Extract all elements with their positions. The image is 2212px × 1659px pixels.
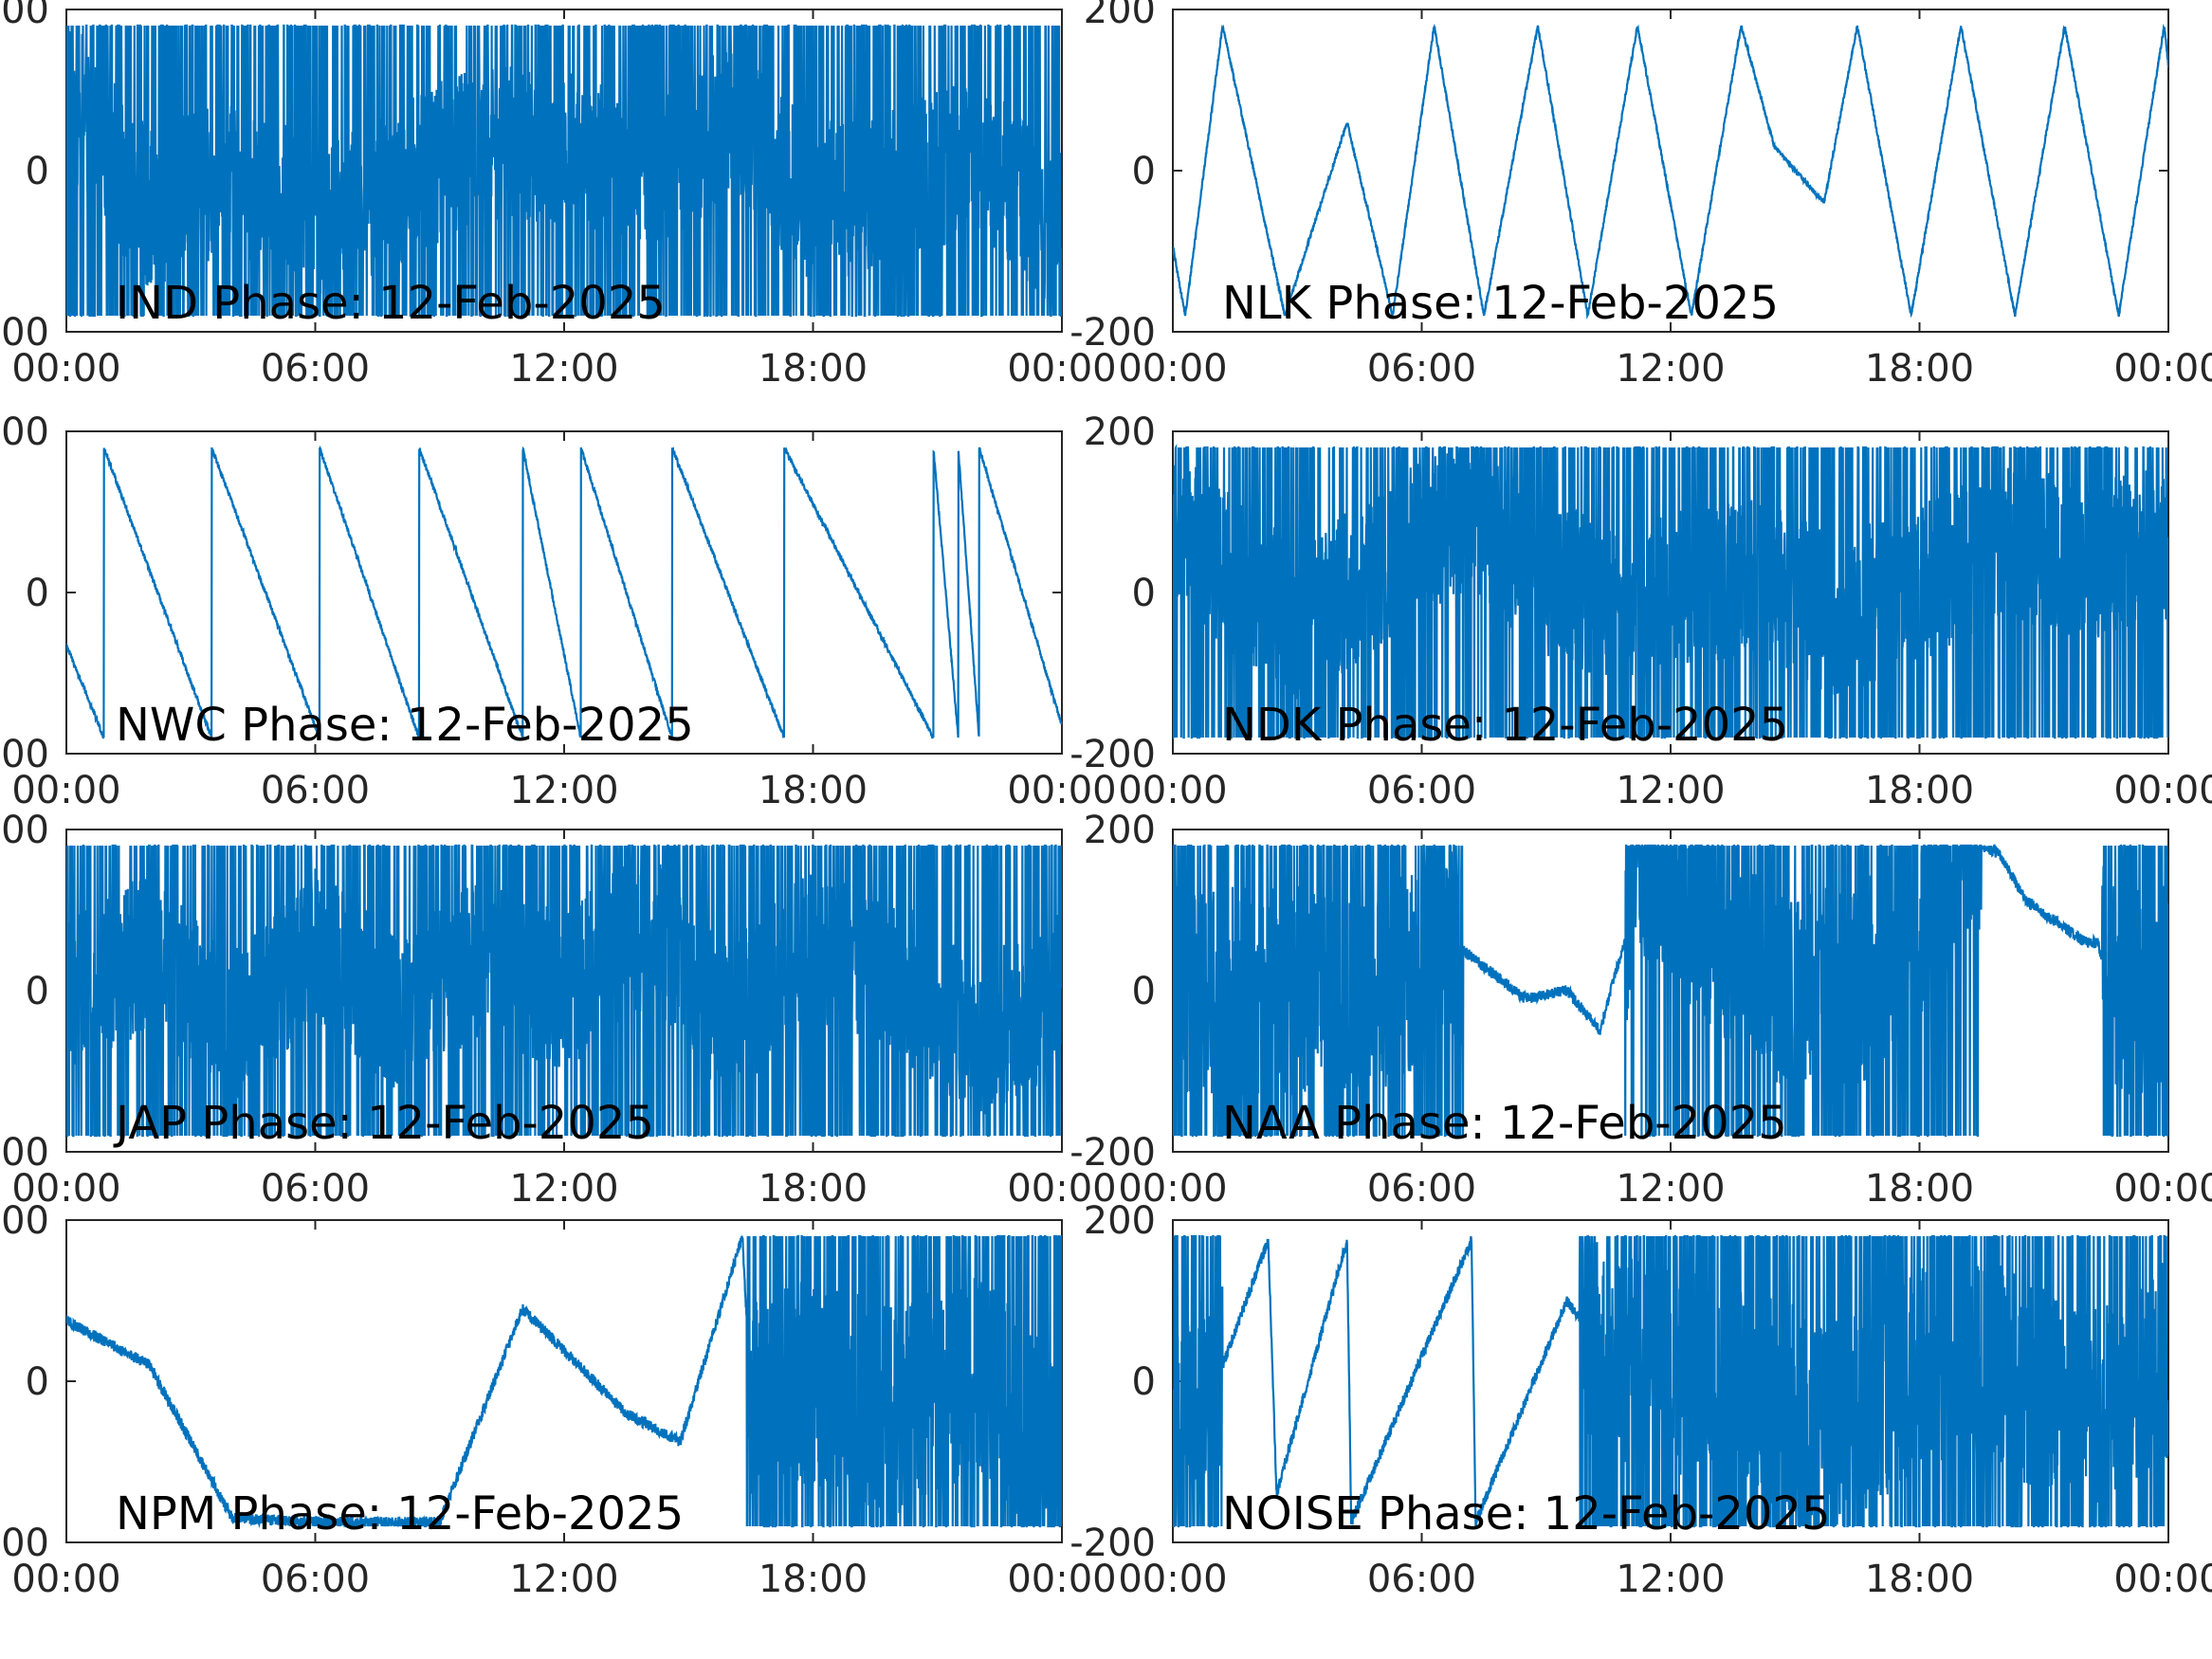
y-tick-label: 200 xyxy=(1084,1199,1156,1243)
x-tick-label: 18:00 xyxy=(759,347,868,391)
y-tick-label: -200 xyxy=(1069,733,1156,776)
x-tick-label: 18:00 xyxy=(1865,1558,1974,1601)
x-tick-label: 18:00 xyxy=(759,769,868,812)
y-tick-label: -200 xyxy=(0,1131,49,1175)
series-line xyxy=(66,1234,1062,1531)
panel-title: IND Phase: 12-Feb-2025 xyxy=(116,277,666,330)
x-tick-label: 12:00 xyxy=(509,1167,618,1211)
y-tick-label: 0 xyxy=(1132,1360,1156,1404)
panel-title: JAP Phase: 12-Feb-2025 xyxy=(113,1097,654,1150)
panel-title: NAA Phase: 12-Feb-2025 xyxy=(1222,1097,1787,1150)
x-tick-label: 06:00 xyxy=(261,1167,370,1211)
y-tick-label: 200 xyxy=(0,410,49,454)
x-tick-label: 06:00 xyxy=(1367,1558,1476,1601)
x-tick-label: 06:00 xyxy=(261,1558,370,1601)
panel-title: NDK Phase: 12-Feb-2025 xyxy=(1222,699,1788,752)
x-tick-label: 00:00 xyxy=(1007,347,1116,391)
x-tick-label: 12:00 xyxy=(509,347,618,391)
y-tick-label: -200 xyxy=(0,1522,49,1565)
x-tick-label: 18:00 xyxy=(759,1558,868,1601)
y-tick-label: -200 xyxy=(1069,1131,1156,1175)
x-tick-label: 06:00 xyxy=(1367,1167,1476,1211)
x-tick-label: 00:00 xyxy=(11,769,120,812)
y-tick-label: 0 xyxy=(1132,150,1156,193)
x-tick-label: 00:00 xyxy=(11,1558,120,1601)
y-tick-label: -200 xyxy=(1069,311,1156,355)
series-line xyxy=(1173,23,2168,319)
y-tick-label: -200 xyxy=(0,733,49,776)
x-tick-label: 00:00 xyxy=(1118,1167,1227,1211)
x-tick-label: 00:00 xyxy=(1007,1167,1116,1211)
y-tick-label: 200 xyxy=(0,809,49,852)
panel-title: NOISE Phase: 12-Feb-2025 xyxy=(1222,1487,1831,1540)
x-tick-label: 18:00 xyxy=(1865,1167,1974,1211)
x-tick-label: 00:00 xyxy=(2113,769,2212,812)
x-tick-label: 12:00 xyxy=(1616,1558,1725,1601)
x-tick-label: 12:00 xyxy=(1616,1167,1725,1211)
x-tick-label: 12:00 xyxy=(1616,769,1725,812)
x-tick-label: 12:00 xyxy=(1616,347,1725,391)
x-tick-label: 06:00 xyxy=(261,347,370,391)
series-line xyxy=(1173,843,2168,1138)
x-tick-label: 00:00 xyxy=(11,1167,120,1211)
x-tick-label: 12:00 xyxy=(509,769,618,812)
y-tick-label: 200 xyxy=(0,1199,49,1243)
panel-title: NWC Phase: 12-Feb-2025 xyxy=(116,699,694,752)
panel-title: NLK Phase: 12-Feb-2025 xyxy=(1222,277,1779,330)
x-tick-label: 18:00 xyxy=(1865,347,1974,391)
y-tick-label: 200 xyxy=(1084,410,1156,454)
y-tick-label: 0 xyxy=(26,150,49,193)
series-line xyxy=(66,844,1062,1138)
y-tick-label: 0 xyxy=(26,1360,49,1404)
x-tick-label: 18:00 xyxy=(1865,769,1974,812)
x-tick-label: 00:00 xyxy=(2113,347,2212,391)
x-tick-label: 00:00 xyxy=(1118,347,1227,391)
y-tick-label: 0 xyxy=(26,572,49,615)
series-line xyxy=(1173,1234,2168,1528)
y-tick-label: 0 xyxy=(1132,970,1156,1013)
y-tick-label: 0 xyxy=(26,970,49,1013)
x-tick-label: 00:00 xyxy=(1118,769,1227,812)
y-tick-label: 0 xyxy=(1132,572,1156,615)
x-tick-label: 00:00 xyxy=(2113,1558,2212,1601)
series-line xyxy=(1173,444,2168,739)
x-tick-label: 06:00 xyxy=(1367,347,1476,391)
panel-title: NPM Phase: 12-Feb-2025 xyxy=(116,1487,684,1540)
x-tick-label: 12:00 xyxy=(509,1558,618,1601)
x-tick-label: 06:00 xyxy=(1367,769,1476,812)
x-tick-label: 18:00 xyxy=(759,1167,868,1211)
x-tick-label: 06:00 xyxy=(261,769,370,812)
x-tick-label: 00:00 xyxy=(1007,1558,1116,1601)
x-tick-label: 00:00 xyxy=(1007,769,1116,812)
series-line xyxy=(66,445,1062,740)
series-line xyxy=(66,24,1062,318)
y-tick-label: 200 xyxy=(0,0,49,32)
x-tick-label: 00:00 xyxy=(11,347,120,391)
x-tick-label: 00:00 xyxy=(2113,1167,2212,1211)
x-tick-label: 00:00 xyxy=(1118,1558,1227,1601)
y-tick-label: 200 xyxy=(1084,0,1156,32)
y-tick-label: -200 xyxy=(0,311,49,355)
y-tick-label: 200 xyxy=(1084,809,1156,852)
y-tick-label: -200 xyxy=(1069,1522,1156,1565)
